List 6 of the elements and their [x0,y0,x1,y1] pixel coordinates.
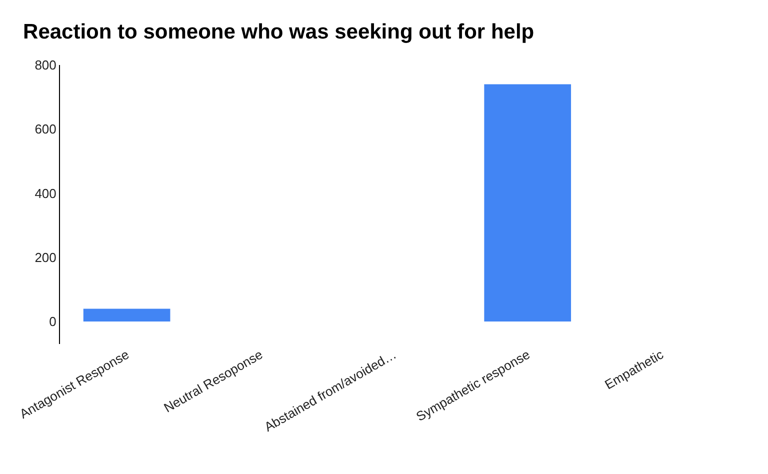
chart-title: Reaction to someone who was seeking out for help [23,20,534,44]
y-tick-label: 0 [49,314,56,330]
y-tick-label: 400 [34,186,56,201]
y-tick-label: 200 [34,250,56,265]
y-tick-label: 600 [34,122,56,137]
y-tick-label: 800 [34,58,56,73]
